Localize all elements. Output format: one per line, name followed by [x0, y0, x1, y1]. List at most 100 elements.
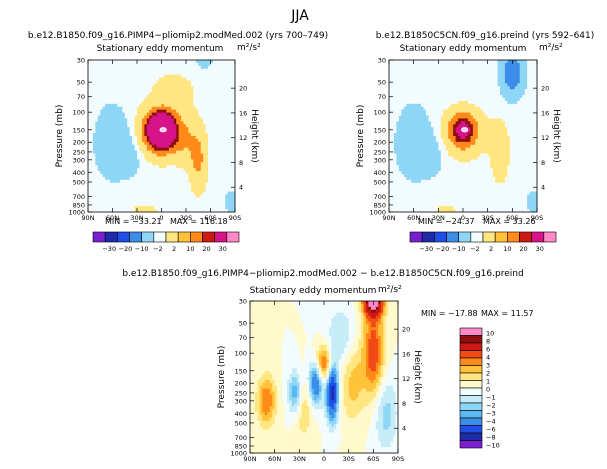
- colorbar-swatch: [141, 231, 155, 243]
- colorbar-swatch: [434, 231, 447, 243]
- colorbar-swatch: [459, 327, 483, 336]
- x-tick-label: 90S: [229, 214, 241, 222]
- y-tick-label: 200: [73, 139, 85, 147]
- colorbar-label: 20: [519, 245, 527, 253]
- height-tick-label: 12: [541, 134, 549, 142]
- colorbar-label: 2: [489, 245, 493, 253]
- height-tick-label: 20: [402, 326, 410, 334]
- panel-diff-plot: 90N 60N 30N 0 30S 60S 90S 30 50 70 100 150 200250300…: [217, 298, 422, 464]
- y-tick-label: 150: [374, 126, 386, 134]
- panel-diff-subtitle: Stationary eddy momentum: [250, 286, 377, 296]
- x-tick-label: 90N: [243, 455, 256, 463]
- panel-b: b.e12.B1850C5CN.f09_g16.preind (yrs 592–…: [356, 31, 594, 253]
- colorbar-label: −20: [119, 245, 133, 253]
- y-tick-label: 1000: [369, 209, 386, 217]
- y-tick-label: 400: [235, 410, 247, 418]
- y-tick-label: 700: [235, 434, 247, 442]
- colorbar-swatch: [177, 231, 191, 243]
- y-tick-label: 70: [77, 93, 85, 101]
- colorbar-swatch: [153, 231, 167, 243]
- colorbar-label: −3: [486, 409, 496, 417]
- colorbar-label: 30: [219, 245, 227, 253]
- y-tick-label: 70: [378, 93, 386, 101]
- y-tick-label: 150: [235, 367, 247, 375]
- colorbar-swatch: [459, 335, 483, 344]
- colorbar-label: 2: [486, 369, 490, 377]
- colorbar-label: −2: [470, 245, 480, 253]
- colorbar-swatch: [446, 231, 459, 243]
- y-axis-title: Pressure (mb): [55, 105, 65, 168]
- x-tick-label: 90S: [392, 455, 404, 463]
- field-cells: [389, 60, 538, 213]
- height-tick-label: 8: [239, 159, 243, 167]
- colorbar-swatch: [129, 231, 142, 243]
- height-tick-label: 12: [402, 375, 410, 383]
- colorbar-label: 10: [503, 245, 511, 253]
- x-tick-label: 90N: [382, 214, 395, 222]
- x-tick-label: 60N: [407, 214, 420, 222]
- colorbar-label: 1: [486, 377, 490, 385]
- colorbar-swatch: [202, 231, 215, 243]
- colorbar-swatch: [459, 425, 483, 434]
- panel-b-title: b.e12.B1850C5CN.f09_g16.preind (yrs 592–…: [376, 31, 595, 41]
- panel-a-subtitle: Stationary eddy momentum: [97, 44, 224, 54]
- panel-diff-title: b.e12.B1850.f09_g16.PIMP4−pliomip2.modMe…: [122, 269, 523, 279]
- colorbar-swatch: [226, 231, 240, 243]
- colorbar-swatch: [92, 231, 106, 243]
- x-tick-label: 90S: [531, 214, 543, 222]
- y-tick-label: 30: [378, 57, 386, 65]
- colorbar-swatch: [117, 231, 130, 243]
- x-tick-label: 60N: [268, 455, 281, 463]
- colorbar-swatch: [421, 231, 435, 243]
- colorbar-label: 10: [486, 329, 494, 337]
- colorbar-label: −4: [486, 417, 496, 425]
- colorbar-swatch: [459, 432, 483, 441]
- y-tick-label: 200: [235, 380, 247, 388]
- colorbar-swatch: [459, 380, 483, 389]
- colorbar-swatch: [459, 387, 483, 396]
- y-tick-label: 850: [73, 201, 85, 209]
- colorbar-label: 20: [202, 245, 210, 253]
- y-tick-label: 250: [235, 389, 247, 397]
- panel-diff-units: m²/s²: [378, 285, 402, 295]
- panel-diff: b.e12.B1850.f09_g16.PIMP4−pliomip2.modMe…: [122, 269, 533, 463]
- y-tick-label: 50: [378, 79, 386, 87]
- y-tick-label: 200: [374, 139, 386, 147]
- x-tick-label: 30S: [180, 214, 192, 222]
- colorbar-label: −2: [153, 245, 163, 253]
- y-tick-label: 400: [73, 169, 85, 177]
- colorbar-label: −10: [452, 245, 466, 253]
- y-tick-label: 850: [374, 201, 386, 209]
- colorbar-swatch: [494, 231, 508, 243]
- y-tick-label: 100: [235, 350, 247, 358]
- field-cells: [250, 301, 399, 454]
- y-tick-label: 50: [239, 320, 247, 328]
- y-axis-title: Pressure (mb): [217, 346, 227, 409]
- colorbar-swatch: [470, 231, 484, 243]
- colorbar-label: 4: [486, 353, 490, 361]
- colorbar-swatch: [459, 365, 483, 374]
- field-cells: [88, 60, 236, 213]
- colorbar-swatch: [482, 231, 496, 243]
- panel-b-plot: 90N 60N 30N 0 30S 60S 90S 30 50 70 100 150 200250300…: [356, 57, 561, 223]
- panel-diff-max: MAX = 11.57: [481, 309, 534, 318]
- colorbar-swatch: [458, 231, 472, 243]
- colorbar-swatch: [165, 231, 179, 243]
- colorbar-swatch: [459, 440, 483, 449]
- x-tick-label: 30N: [130, 214, 143, 222]
- y-tick-label: 400: [374, 169, 386, 177]
- x-tick-label: 0: [322, 455, 326, 463]
- y-tick-label: 1000: [68, 209, 85, 217]
- x-tick-label: 30S: [342, 455, 354, 463]
- colorbar-label: −1: [486, 393, 496, 401]
- x-tick-label: 0: [461, 214, 465, 222]
- x-tick-label: 0: [159, 214, 163, 222]
- y-tick-label: 50: [77, 79, 85, 87]
- colorbar-swatch: [459, 342, 483, 351]
- colorbar-label: 0: [486, 385, 490, 393]
- y-tick-label: 500: [374, 178, 386, 186]
- x-tick-label: 30N: [432, 214, 445, 222]
- colorbar-label: 3: [486, 361, 490, 369]
- y-tick-label: 30: [239, 298, 247, 306]
